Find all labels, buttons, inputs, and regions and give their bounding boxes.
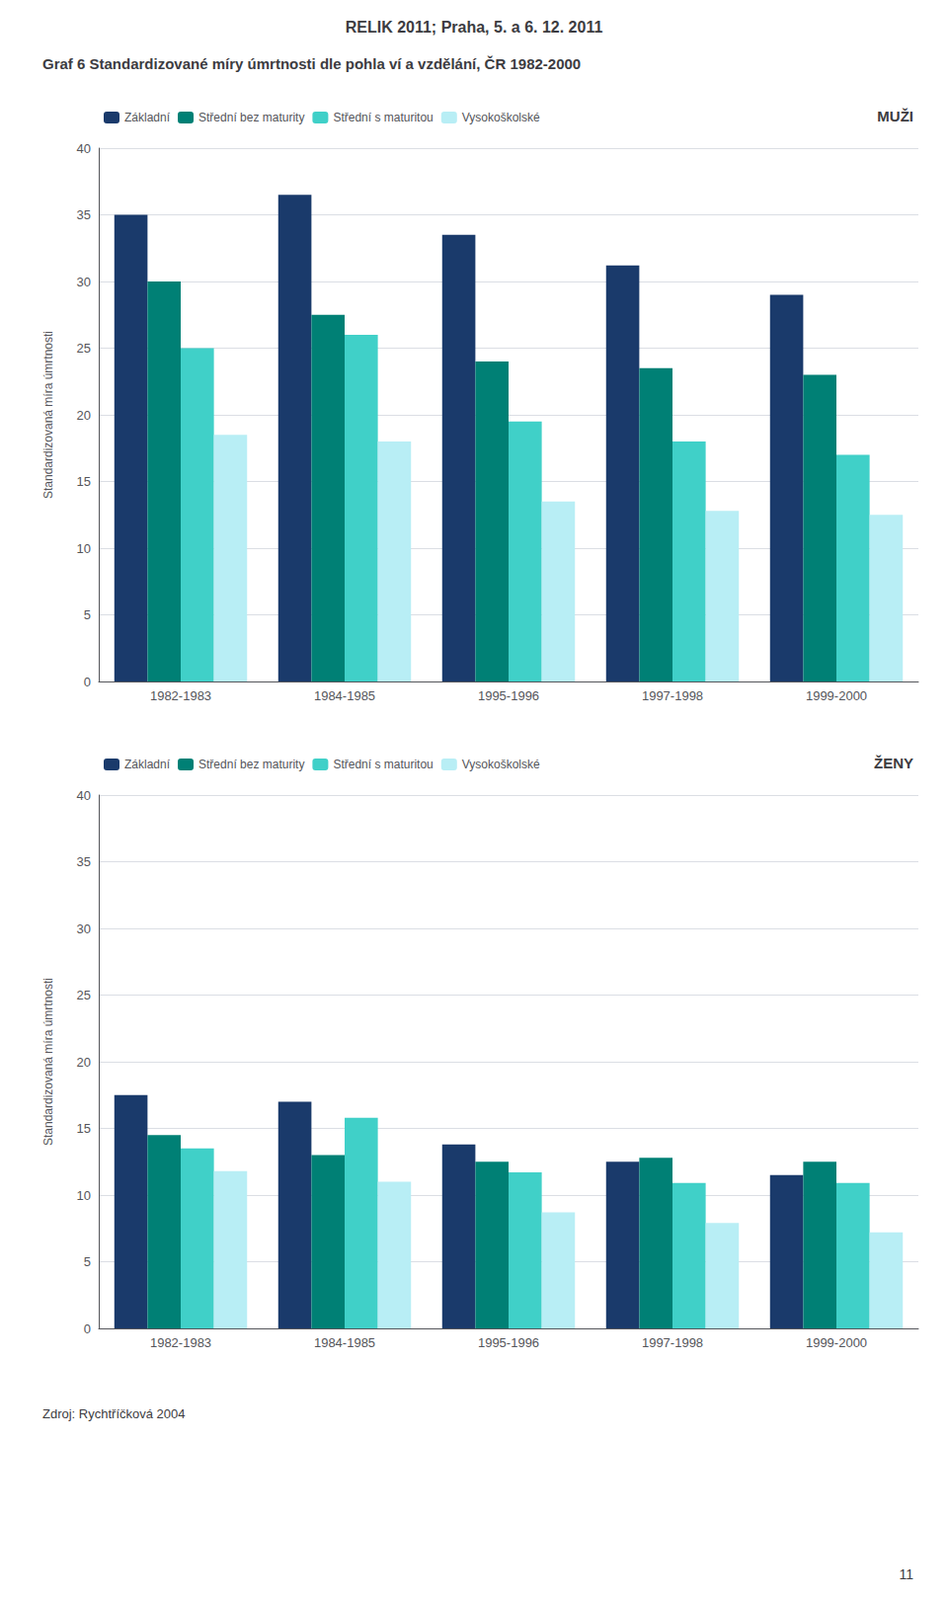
svg-text:Zdroj: Rychtříčková 2004: Zdroj: Rychtříčková 2004 <box>42 1406 186 1422</box>
svg-text:1997-1998: 1997-1998 <box>641 688 704 704</box>
svg-text:RELIK 2011; Praha, 5. a 6. 12.: RELIK 2011; Praha, 5. a 6. 12. 2011 <box>345 18 604 36</box>
svg-text:25: 25 <box>77 987 91 1003</box>
svg-text:0: 0 <box>83 1321 91 1337</box>
svg-text:1999-2000: 1999-2000 <box>805 1335 868 1350</box>
svg-text:0: 0 <box>83 674 91 690</box>
svg-text:5: 5 <box>83 1254 91 1269</box>
svg-text:Střední s maturitou: Střední s maturitou <box>332 757 433 772</box>
svg-text:ŽENY: ŽENY <box>873 754 914 772</box>
svg-text:Standardizovaná míra úmrtnosti: Standardizovaná míra úmrtnosti <box>41 977 56 1146</box>
svg-text:10: 10 <box>77 541 91 556</box>
svg-text:Standardizovaná míra úmrtnosti: Standardizovaná míra úmrtnosti <box>41 330 56 499</box>
svg-text:1982-1983: 1982-1983 <box>150 1335 212 1350</box>
svg-text:1997-1998: 1997-1998 <box>641 1335 704 1350</box>
svg-text:20: 20 <box>77 1054 91 1070</box>
svg-text:11: 11 <box>898 1566 914 1582</box>
svg-text:15: 15 <box>77 474 91 489</box>
svg-text:1982-1983: 1982-1983 <box>150 688 212 704</box>
svg-text:Střední s maturitou: Střední s maturitou <box>332 110 433 125</box>
svg-text:25: 25 <box>77 340 91 356</box>
svg-text:1984-1985: 1984-1985 <box>314 1335 376 1350</box>
svg-text:Vysokoškolské: Vysokoškolské <box>462 110 541 125</box>
svg-text:40: 40 <box>77 141 91 157</box>
svg-text:Střední bez maturity: Střední bez maturity <box>198 110 305 125</box>
svg-text:MUŽI: MUŽI <box>876 107 914 125</box>
svg-text:Střední bez maturity: Střední bez maturity <box>198 757 305 772</box>
svg-text:Graf 6 Standardizované míry úm: Graf 6 Standardizované míry úmrtnosti dl… <box>42 55 581 73</box>
svg-text:35: 35 <box>77 207 91 223</box>
svg-text:Vysokoškolské: Vysokoškolské <box>462 757 541 772</box>
svg-text:40: 40 <box>77 788 91 803</box>
svg-text:10: 10 <box>77 1187 91 1203</box>
svg-text:30: 30 <box>77 274 91 290</box>
svg-text:Základní: Základní <box>124 757 171 772</box>
svg-text:1999-2000: 1999-2000 <box>805 688 868 704</box>
svg-text:5: 5 <box>83 607 91 623</box>
svg-text:1995-1996: 1995-1996 <box>477 1335 540 1350</box>
svg-text:15: 15 <box>77 1120 91 1136</box>
svg-text:Základní: Základní <box>124 110 171 125</box>
svg-text:30: 30 <box>77 921 91 937</box>
svg-text:20: 20 <box>77 407 91 423</box>
svg-text:35: 35 <box>77 854 91 869</box>
svg-text:1984-1985: 1984-1985 <box>314 688 376 704</box>
svg-text:1995-1996: 1995-1996 <box>477 688 540 704</box>
